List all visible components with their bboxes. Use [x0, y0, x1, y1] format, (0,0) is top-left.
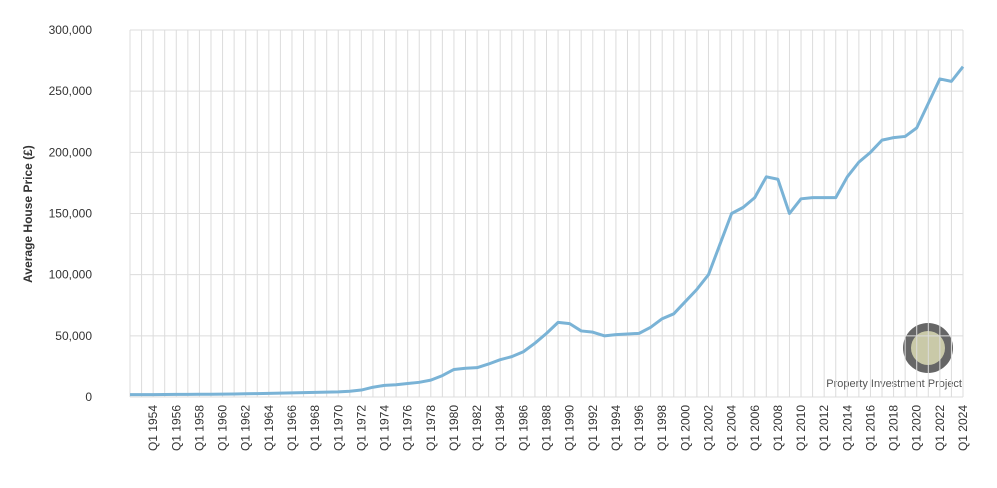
x-tick-label: Q1 1998 — [655, 405, 669, 451]
x-tick-label: Q1 1966 — [285, 405, 299, 451]
x-tick-label: Q1 1988 — [540, 405, 554, 451]
x-tick-label: Q1 1970 — [331, 405, 345, 451]
x-tick-label: Q1 2012 — [817, 405, 831, 451]
x-tick-label: Q1 2014 — [840, 405, 854, 451]
x-tick-label: Q1 1980 — [447, 405, 461, 451]
y-tick-label: 200,000 — [49, 145, 93, 159]
x-tick-label: Q1 1972 — [354, 405, 368, 451]
x-tick-label: Q1 1960 — [216, 405, 230, 451]
x-tick-label: Q1 1958 — [192, 405, 206, 451]
watermark: Property Investment Project — [826, 378, 962, 390]
x-tick-label: Q1 2016 — [863, 405, 877, 451]
x-tick-label: Q1 2018 — [887, 405, 901, 451]
x-tick-label: Q1 2020 — [910, 405, 924, 451]
y-tick-label: 150,000 — [49, 207, 93, 221]
x-tick-label: Q1 2008 — [771, 405, 785, 451]
y-tick-label: 300,000 — [49, 23, 93, 37]
x-tick-label: Q1 1956 — [169, 405, 183, 451]
x-tick-label: Q1 2024 — [956, 405, 970, 451]
x-tick-label: Q1 1974 — [378, 405, 392, 451]
x-tick-label: Q1 1984 — [493, 405, 507, 451]
x-tick-label: Q1 2004 — [725, 405, 739, 451]
x-tick-label: Q1 1968 — [308, 405, 322, 451]
x-tick-label: Q1 1992 — [586, 405, 600, 451]
x-tick-label: Q1 1978 — [424, 405, 438, 451]
line-series — [129, 65, 965, 397]
x-tick-label: Q1 1954 — [146, 405, 160, 451]
y-tick-label: 100,000 — [49, 268, 93, 282]
x-tick-label: Q1 1986 — [516, 405, 530, 451]
y-axis-label: Average House Price (£) — [21, 145, 35, 283]
x-tick-label: Q1 2000 — [678, 405, 692, 451]
x-tick-label: Q1 1964 — [262, 405, 276, 451]
x-tick-label: Q1 1982 — [470, 405, 484, 451]
x-tick-label: Q1 2002 — [701, 405, 715, 451]
x-tick-label: Q1 1990 — [563, 405, 577, 451]
y-tick-label: 0 — [85, 390, 92, 404]
x-tick-label: Q1 1976 — [401, 405, 415, 451]
y-tick-label: 250,000 — [49, 84, 93, 98]
x-tick-label: Q1 1994 — [609, 405, 623, 451]
x-tick-label: Q1 1962 — [239, 405, 253, 451]
x-tick-label: Q1 1996 — [632, 405, 646, 451]
x-tick-label: Q1 2022 — [933, 405, 947, 451]
y-tick-label: 50,000 — [55, 329, 92, 343]
x-tick-label: Q1 2006 — [748, 405, 762, 451]
x-tick-label: Q1 2010 — [794, 405, 808, 451]
